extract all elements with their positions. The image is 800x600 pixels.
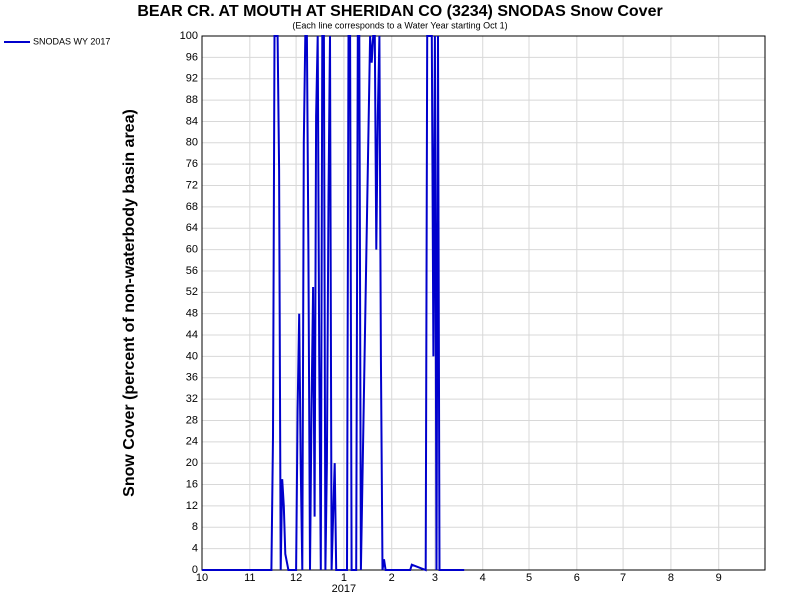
x-tick-label: 12	[290, 572, 302, 584]
x-tick-label: 3	[432, 572, 438, 584]
y-tick-label: 44	[186, 329, 198, 341]
x-tick-label: 8	[668, 572, 674, 584]
data-line	[202, 35, 465, 572]
y-tick-label: 60	[186, 244, 198, 256]
y-tick-label: 12	[186, 500, 198, 512]
y-tick-label: 24	[186, 436, 198, 448]
x-tick-label: 11	[244, 572, 255, 584]
chart-subtitle: (Each line corresponds to a Water Year s…	[292, 20, 507, 30]
x-tick-label: 6	[574, 572, 580, 584]
y-tick-label: 36	[186, 372, 198, 384]
y-tick-label: 72	[186, 179, 198, 191]
x-tick-label: 4	[480, 572, 486, 584]
chart-title: BEAR CR. AT MOUTH AT SHERIDAN CO (3234) …	[137, 3, 662, 20]
y-tick-label: 56	[186, 265, 198, 277]
y-tick-label: 4	[192, 543, 198, 555]
y-tick-label: 84	[186, 115, 198, 127]
legend-label: SNODAS WY 2017	[33, 36, 110, 46]
y-tick-label: 88	[186, 94, 198, 106]
y-tick-label: 20	[186, 457, 198, 469]
y-axis-label: Snow Cover (percent of non-waterbody bas…	[121, 109, 138, 497]
x-tick-label: 10	[196, 572, 208, 584]
y-tick-label: 80	[186, 137, 198, 149]
x-tick-label: 1	[341, 572, 347, 584]
x-year-label: 2017	[332, 583, 356, 595]
y-tick-label: 76	[186, 158, 198, 170]
y-tick-label: 100	[180, 30, 198, 42]
x-tick-label: 5	[526, 572, 532, 584]
y-tick-label: 64	[186, 222, 198, 234]
y-tick-label: 52	[186, 286, 198, 298]
y-tick-label: 48	[186, 308, 198, 320]
y-tick-label: 16	[186, 478, 198, 490]
x-tick-label: 2	[389, 572, 395, 584]
y-tick-label: 28	[186, 414, 198, 426]
y-tick-label: 92	[186, 73, 198, 85]
x-tick-label: 7	[620, 572, 626, 584]
plot-frame	[201, 35, 766, 571]
x-tick-label: 9	[716, 572, 722, 584]
y-tick-label: 40	[186, 350, 198, 362]
y-tick-label: 32	[186, 393, 198, 405]
y-tick-label: 96	[186, 51, 198, 63]
y-tick-label: 68	[186, 201, 198, 213]
y-tick-label: 0	[192, 564, 198, 576]
y-tick-label: 8	[192, 521, 198, 533]
